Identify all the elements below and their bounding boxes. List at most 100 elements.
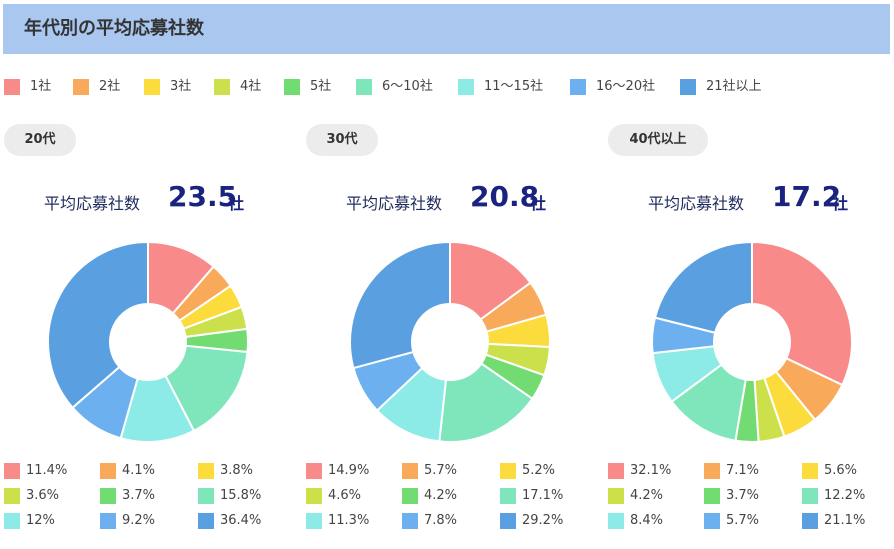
value-swatch <box>802 463 818 479</box>
value-swatch <box>306 488 322 504</box>
value-swatch <box>198 513 214 529</box>
value-swatch <box>402 513 418 529</box>
value-label: 9.2% <box>122 513 156 528</box>
page-title: 年代別の平均応募社数 <box>3 4 890 54</box>
legend-label: 21社以上 <box>706 79 762 94</box>
average-block: 平均応募社数 23.5 社 <box>4 180 304 220</box>
average-block: 平均応募社数 17.2 社 <box>608 180 894 220</box>
value-label: 4.6% <box>328 488 362 503</box>
value-label: 29.2% <box>522 513 564 528</box>
legend-label: 16〜20社 <box>596 79 656 94</box>
legend-swatch <box>144 79 160 95</box>
value-swatch <box>500 463 516 479</box>
legend-swatch <box>458 79 474 95</box>
value-swatch <box>306 513 322 529</box>
value-swatch <box>4 463 20 479</box>
value-label: 36.4% <box>220 513 262 528</box>
value-label: 3.6% <box>26 488 60 503</box>
legend-label: 11〜15社 <box>484 79 544 94</box>
value-swatch <box>198 488 214 504</box>
average-unit: 社 <box>832 194 849 213</box>
value-label: 5.6% <box>824 463 858 478</box>
value-swatch <box>4 513 20 529</box>
average-unit: 社 <box>228 194 245 213</box>
legend-label: 2社 <box>99 79 121 94</box>
value-swatch <box>4 488 20 504</box>
value-label: 5.2% <box>522 463 556 478</box>
legend-swatch <box>356 79 372 95</box>
value-label: 11.4% <box>26 463 68 478</box>
value-label: 7.8% <box>424 513 458 528</box>
legend-label: 4社 <box>240 79 262 94</box>
donut-chart <box>651 240 853 443</box>
value-swatch <box>704 513 720 529</box>
donut-chart <box>349 240 551 443</box>
value-swatch <box>402 463 418 479</box>
value-label: 3.7% <box>726 488 760 503</box>
value-label: 7.1% <box>726 463 760 478</box>
legend-swatch <box>4 79 20 95</box>
value-label: 3.8% <box>220 463 254 478</box>
legend-label: 3社 <box>170 79 192 94</box>
value-swatch <box>402 488 418 504</box>
chart-panel-20s: 20代 平均応募社数 23.5 社 11.4% 4.1% 3.8% 3.6% 3.7% 1… <box>4 124 304 544</box>
value-label: 12% <box>26 513 55 528</box>
value-swatch <box>704 463 720 479</box>
value-swatch <box>500 488 516 504</box>
value-list: 14.9% 5.7% 5.2% 4.6% 4.2% 17.1% 11.3% 7.8% 29.2% <box>306 462 606 542</box>
chart-panel-30s: 30代 平均応募社数 20.8 社 14.9% 5.7% 5.2% 4.6% 4.2% 1… <box>306 124 606 544</box>
value-swatch <box>500 513 516 529</box>
donut-slice-1 <box>449 240 532 321</box>
value-label: 4.2% <box>630 488 664 503</box>
age-group-label: 30代 <box>306 124 378 156</box>
average-value: 23.5 <box>168 180 238 213</box>
legend-swatch <box>73 79 89 95</box>
legend-label: 1社 <box>30 79 52 94</box>
legend-swatch <box>214 79 230 95</box>
age-group-label: 20代 <box>4 124 76 156</box>
average-value: 17.2 <box>772 180 842 213</box>
value-swatch <box>100 463 116 479</box>
value-swatch <box>100 488 116 504</box>
average-label: 平均応募社数 <box>44 194 141 213</box>
value-swatch <box>608 488 624 504</box>
value-swatch <box>198 463 214 479</box>
value-label: 14.9% <box>328 463 370 478</box>
legend-swatch <box>570 79 586 95</box>
age-group-label: 40代以上 <box>608 124 708 156</box>
value-swatch <box>802 513 818 529</box>
chart-panel-40s-plus: 40代以上 平均応募社数 17.2 社 32.1% 7.1% 5.6% 4.2% 3.7… <box>608 124 894 544</box>
value-swatch <box>306 463 322 479</box>
value-label: 8.4% <box>630 513 664 528</box>
value-swatch <box>802 488 818 504</box>
value-label: 12.2% <box>824 488 866 503</box>
value-swatch <box>100 513 116 529</box>
legend-label: 6〜10社 <box>382 79 433 94</box>
average-label: 平均応募社数 <box>346 194 443 213</box>
donut-slice-6 <box>438 362 534 443</box>
average-label: 平均応募社数 <box>648 194 745 213</box>
value-label: 5.7% <box>424 463 458 478</box>
value-label: 21.1% <box>824 513 866 528</box>
value-label: 15.8% <box>220 488 262 503</box>
average-block: 平均応募社数 20.8 社 <box>306 180 606 220</box>
value-list: 11.4% 4.1% 3.8% 3.6% 3.7% 15.8% 12% 9.2% 36.4% <box>4 462 304 542</box>
average-unit: 社 <box>530 194 547 213</box>
donut-slice-9 <box>349 240 451 370</box>
donut-chart <box>47 240 249 443</box>
value-swatch <box>704 488 720 504</box>
value-label: 5.7% <box>726 513 760 528</box>
average-value: 20.8 <box>470 180 540 213</box>
value-list: 32.1% 7.1% 5.6% 4.2% 3.7% 12.2% 8.4% 5.7% 21.1% <box>608 462 894 542</box>
legend-swatch <box>284 79 300 95</box>
donut-slice-9 <box>653 240 753 334</box>
value-label: 4.1% <box>122 463 156 478</box>
value-label: 3.7% <box>122 488 156 503</box>
donut-slice-1 <box>751 240 853 387</box>
value-swatch <box>608 463 624 479</box>
value-swatch <box>608 513 624 529</box>
value-label: 32.1% <box>630 463 672 478</box>
value-label: 17.1% <box>522 488 564 503</box>
legend-label: 5社 <box>310 79 332 94</box>
legend-swatch <box>680 79 696 95</box>
